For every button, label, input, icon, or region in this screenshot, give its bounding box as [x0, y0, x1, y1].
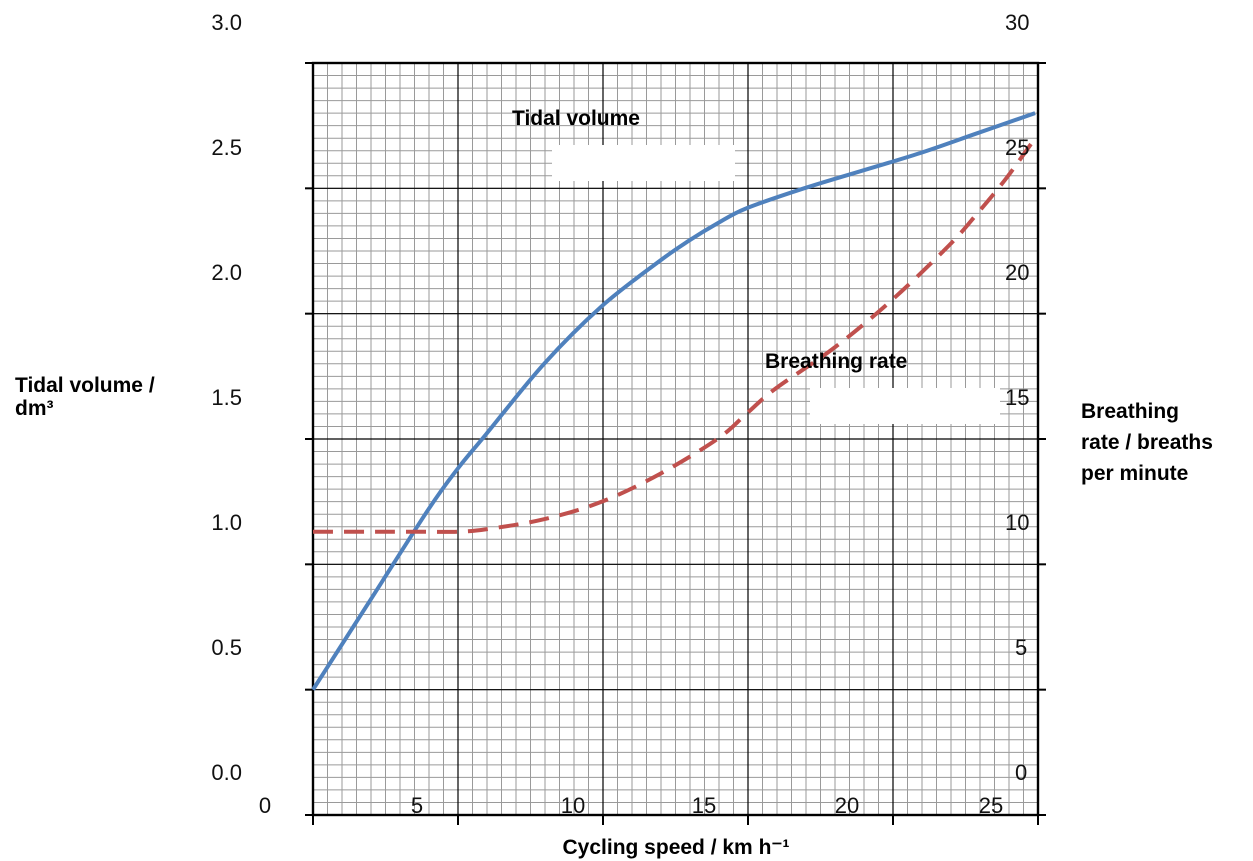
x-tick-label: 25: [979, 793, 1003, 818]
y-tick-label: 2.5: [211, 135, 242, 160]
tidal-volume-line: [311, 111, 1036, 691]
x-tick-label: 15: [692, 793, 716, 818]
x-axis-tick-labels: 0 5 10 15 20 25: [259, 793, 1003, 818]
x-tick-label: 5: [411, 793, 423, 818]
y2-tick-label: 25: [1005, 135, 1029, 160]
y2-tick-label: 30: [1005, 10, 1029, 35]
y2-tick-label: 10: [1005, 510, 1029, 535]
y-tick-label: 0.0: [211, 760, 242, 785]
breathing-rate-line: [312, 137, 1037, 534]
y2-tick-label: 0: [1015, 760, 1027, 785]
y-axis-title-line-2: dm³: [15, 397, 54, 420]
series-label-background: [552, 145, 735, 181]
x-tick-label: 0: [259, 793, 271, 818]
y2-axis-tick-labels: 0 5 10 15 20 25 30: [1005, 10, 1029, 785]
y2-axis-title-line-3: per minute: [1081, 462, 1188, 485]
y-axis-title-line-1: Tidal volume /: [15, 374, 155, 397]
major-gridlines: [307, 63, 1044, 815]
y-tick-label: 2.0: [211, 260, 242, 285]
y2-axis-title-line-2: rate / breaths: [1081, 431, 1213, 454]
y-tick-label: 3.0: [211, 10, 242, 35]
y2-tick-label: 20: [1005, 260, 1029, 285]
x-axis-title: Cycling speed / km h⁻¹: [563, 836, 790, 859]
y-tick-label: 0.5: [211, 635, 242, 660]
y2-tick-label: 15: [1005, 385, 1029, 410]
y-tick-label: 1.5: [211, 385, 242, 410]
y-tick-label: 1.0: [211, 510, 242, 535]
x-tick-label: 20: [835, 793, 859, 818]
x-axis-tickmarks: [305, 62, 1046, 825]
series-label-background: [810, 388, 1000, 424]
y2-axis-title-line-1: Breathing: [1081, 400, 1179, 423]
tidal-volume-series-label: Tidal volume: [512, 107, 640, 130]
y-axis-tick-labels: 0.0 0.5 1.0 1.5 2.0 2.5 3.0: [211, 10, 242, 785]
y2-tick-label: 5: [1015, 635, 1027, 660]
breathing-rate-series-label: Breathing rate: [765, 350, 907, 373]
x-tick-label: 10: [561, 793, 585, 818]
series-layer: [311, 111, 1037, 691]
